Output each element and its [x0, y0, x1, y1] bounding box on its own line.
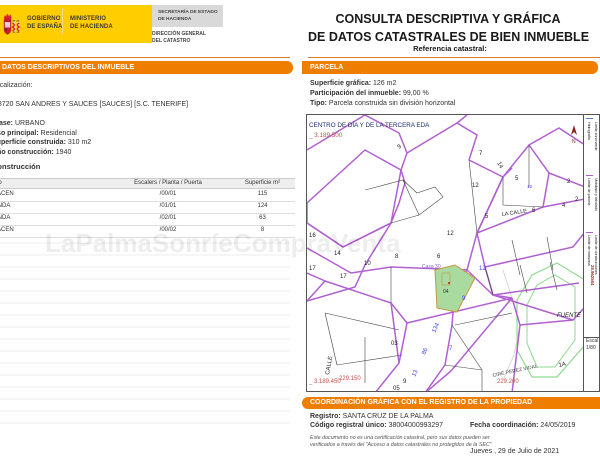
- svg-text:03: 03: [391, 341, 398, 347]
- svg-text:05: 05: [393, 386, 400, 392]
- svg-text:14: 14: [495, 161, 504, 170]
- svg-text:17: 17: [309, 266, 316, 272]
- svg-text:229.200: 229.200: [497, 379, 519, 385]
- svg-text:_ 3.189.500: _ 3.189.500: [308, 132, 343, 139]
- svg-text:229.150: 229.150: [339, 376, 361, 382]
- svg-text:CENTRO DE DÍA Y DE LA TERCERA: CENTRO DE DÍA Y DE LA TERCERA EDA: [309, 120, 430, 129]
- svg-text:12: 12: [527, 184, 533, 189]
- svg-text:8: 8: [395, 254, 399, 260]
- svg-text:17: 17: [340, 274, 347, 280]
- svg-text:12: 12: [472, 183, 479, 189]
- svg-text:12: 12: [447, 231, 454, 237]
- svg-text:LA CALLE: LA CALLE: [501, 208, 527, 218]
- svg-text:6: 6: [532, 208, 536, 214]
- svg-text:134: 134: [431, 322, 441, 334]
- svg-text:9: 9: [397, 143, 404, 150]
- svg-text:9: 9: [403, 379, 407, 385]
- svg-text:CALLE: CALLE: [325, 356, 334, 376]
- svg-text:FUENTE: FUENTE: [557, 313, 582, 319]
- svg-text:86: 86: [421, 347, 430, 356]
- svg-text:16: 16: [309, 233, 316, 239]
- svg-text:04: 04: [443, 289, 449, 295]
- svg-text:7: 7: [479, 151, 483, 157]
- svg-text:N: N: [572, 139, 576, 145]
- svg-text:4: 4: [562, 203, 566, 209]
- svg-text:13: 13: [411, 369, 420, 378]
- svg-text:12: 12: [479, 266, 486, 272]
- svg-text:10: 10: [364, 261, 371, 267]
- svg-text:7: 7: [449, 346, 453, 352]
- svg-text:5: 5: [485, 214, 489, 220]
- svg-text:_ 3.189.450: _ 3.189.450: [308, 379, 341, 385]
- svg-text:6: 6: [437, 254, 441, 260]
- svg-text:14: 14: [334, 251, 341, 257]
- svg-text:5: 5: [515, 176, 519, 182]
- svg-text:Casa 30: Casa 30: [422, 264, 441, 270]
